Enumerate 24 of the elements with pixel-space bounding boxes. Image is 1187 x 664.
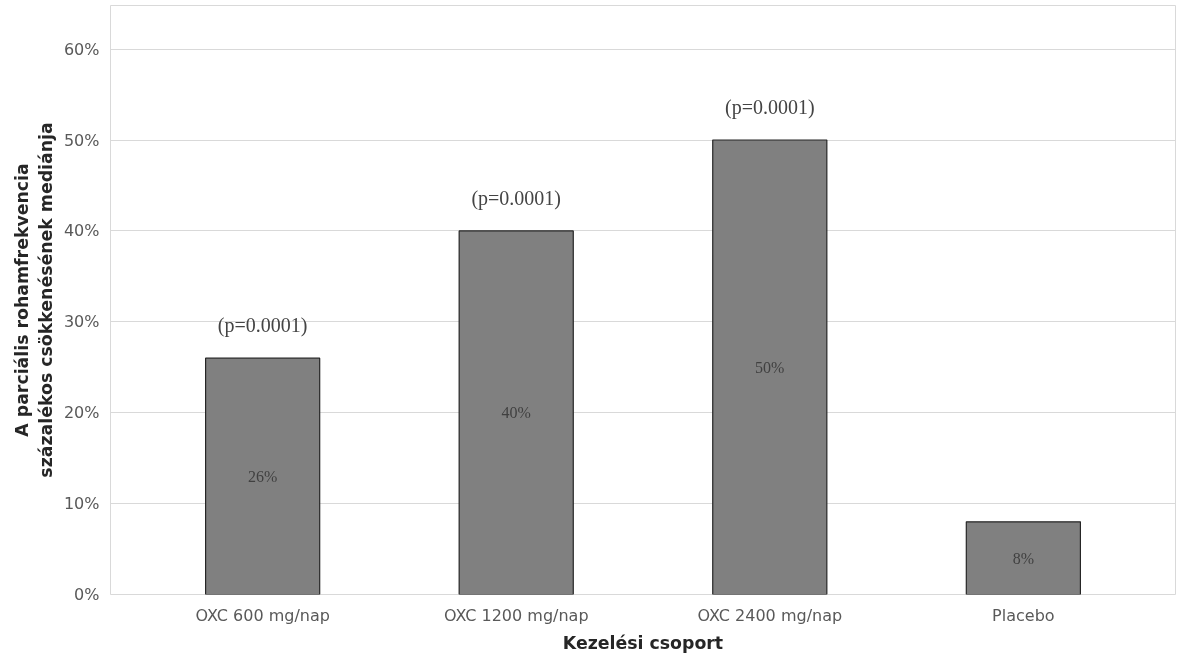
y-tick-label: 30% — [63, 312, 100, 332]
annotation: (p=0.0001) — [471, 186, 562, 210]
x-tick-label: OXC 2400 mg/nap — [697, 605, 843, 625]
annotation: (p=0.0001) — [724, 96, 815, 120]
bar — [965, 521, 1082, 595]
y-tick-label: 20% — [63, 403, 100, 423]
data-label: 8% — [1012, 549, 1035, 567]
x-tick-label: Placebo — [992, 605, 1055, 625]
x-tick-label: OXC 1200 mg/nap — [443, 605, 589, 625]
y-tick-label: 40% — [63, 221, 100, 241]
y-axis-title: A parciális rohamfrekvencia százalékos csökkenésének mediánja — [11, 122, 56, 478]
y-tick-label: 60% — [63, 39, 100, 59]
x-tick-label: OXC 600 mg/nap — [195, 605, 330, 625]
x-axis-title: Kezelési csoport — [562, 632, 724, 653]
bar — [204, 357, 321, 595]
data-label: 50% — [755, 358, 785, 376]
bar — [458, 230, 574, 595]
y-tick-label: 0% — [74, 585, 100, 604]
data-label: 26% — [247, 467, 278, 485]
data-label: 40% — [501, 404, 531, 422]
annotation: (p=0.0001) — [217, 314, 308, 338]
y-tick-label: 50% — [63, 130, 100, 150]
bar — [712, 139, 828, 595]
y-tick-label: 10% — [63, 494, 100, 514]
